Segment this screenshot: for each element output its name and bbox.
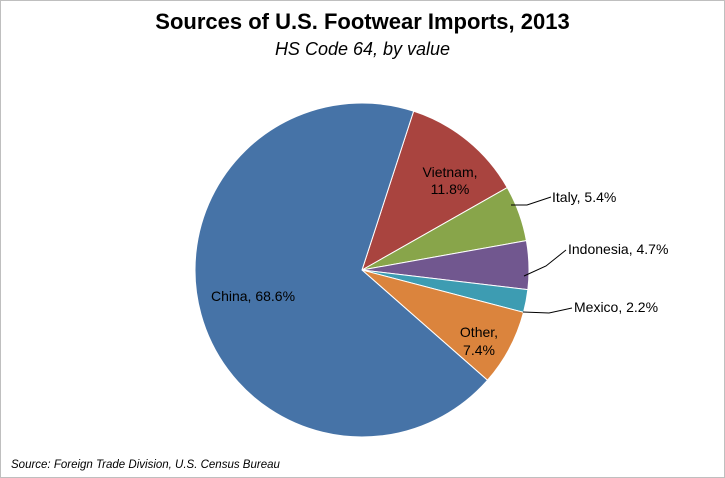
pie-slice-vietnam [361,110,508,272]
data-label-vietnam: Vietnam, 11.8% [423,164,478,197]
leader-line-italy [511,196,552,206]
pie-slice-china [194,102,489,438]
data-label-italy: Italy, 5.4% [552,189,616,205]
data-label-indonesia: Indonesia, 4.7% [568,241,668,257]
leader-line-mexico [522,307,573,314]
chart-title: Sources of U.S. Footwear Imports, 2013 [155,9,570,34]
data-label-china: China, 68.6% [211,288,295,304]
leader-line-indonesia [523,249,567,277]
data-label-mexico: Mexico, 2.2% [574,299,658,315]
data-label-other: Other, 7.4% [460,324,498,358]
source-note: Source: Foreign Trade Division, U.S. Cen… [11,459,280,471]
chart-subtitle: HS Code 64, by value [274,39,451,59]
